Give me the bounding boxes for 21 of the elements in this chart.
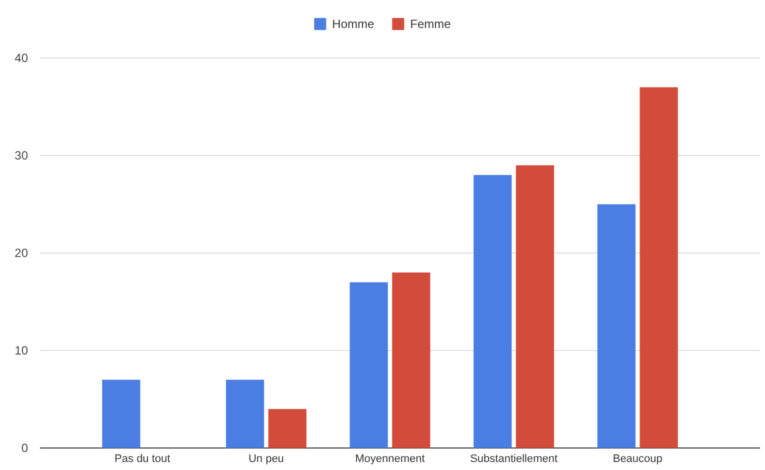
x-tick-label: Pas du tout — [114, 452, 170, 465]
bar — [268, 409, 306, 448]
y-tick-label: 10 — [14, 343, 28, 358]
bar — [102, 380, 140, 448]
bar — [392, 272, 430, 448]
bar — [640, 87, 678, 448]
x-tick-label: Substantiellement — [470, 452, 558, 465]
bar — [597, 204, 636, 448]
y-tick-label: 30 — [14, 148, 28, 162]
y-tick-label: 20 — [14, 246, 28, 260]
legend-label: Femme — [410, 17, 452, 31]
x-tick-label: Beaucoup — [612, 452, 662, 465]
y-tick-label: 0 — [21, 440, 28, 455]
legend-label: Homme — [332, 17, 374, 31]
bar — [226, 380, 264, 448]
x-tick-label: Un peu — [248, 452, 284, 465]
y-tick-label: 40 — [14, 50, 28, 65]
bar — [516, 165, 554, 448]
bar — [350, 282, 388, 448]
bar — [474, 175, 512, 448]
x-tick-label: Moyennement — [355, 452, 425, 465]
